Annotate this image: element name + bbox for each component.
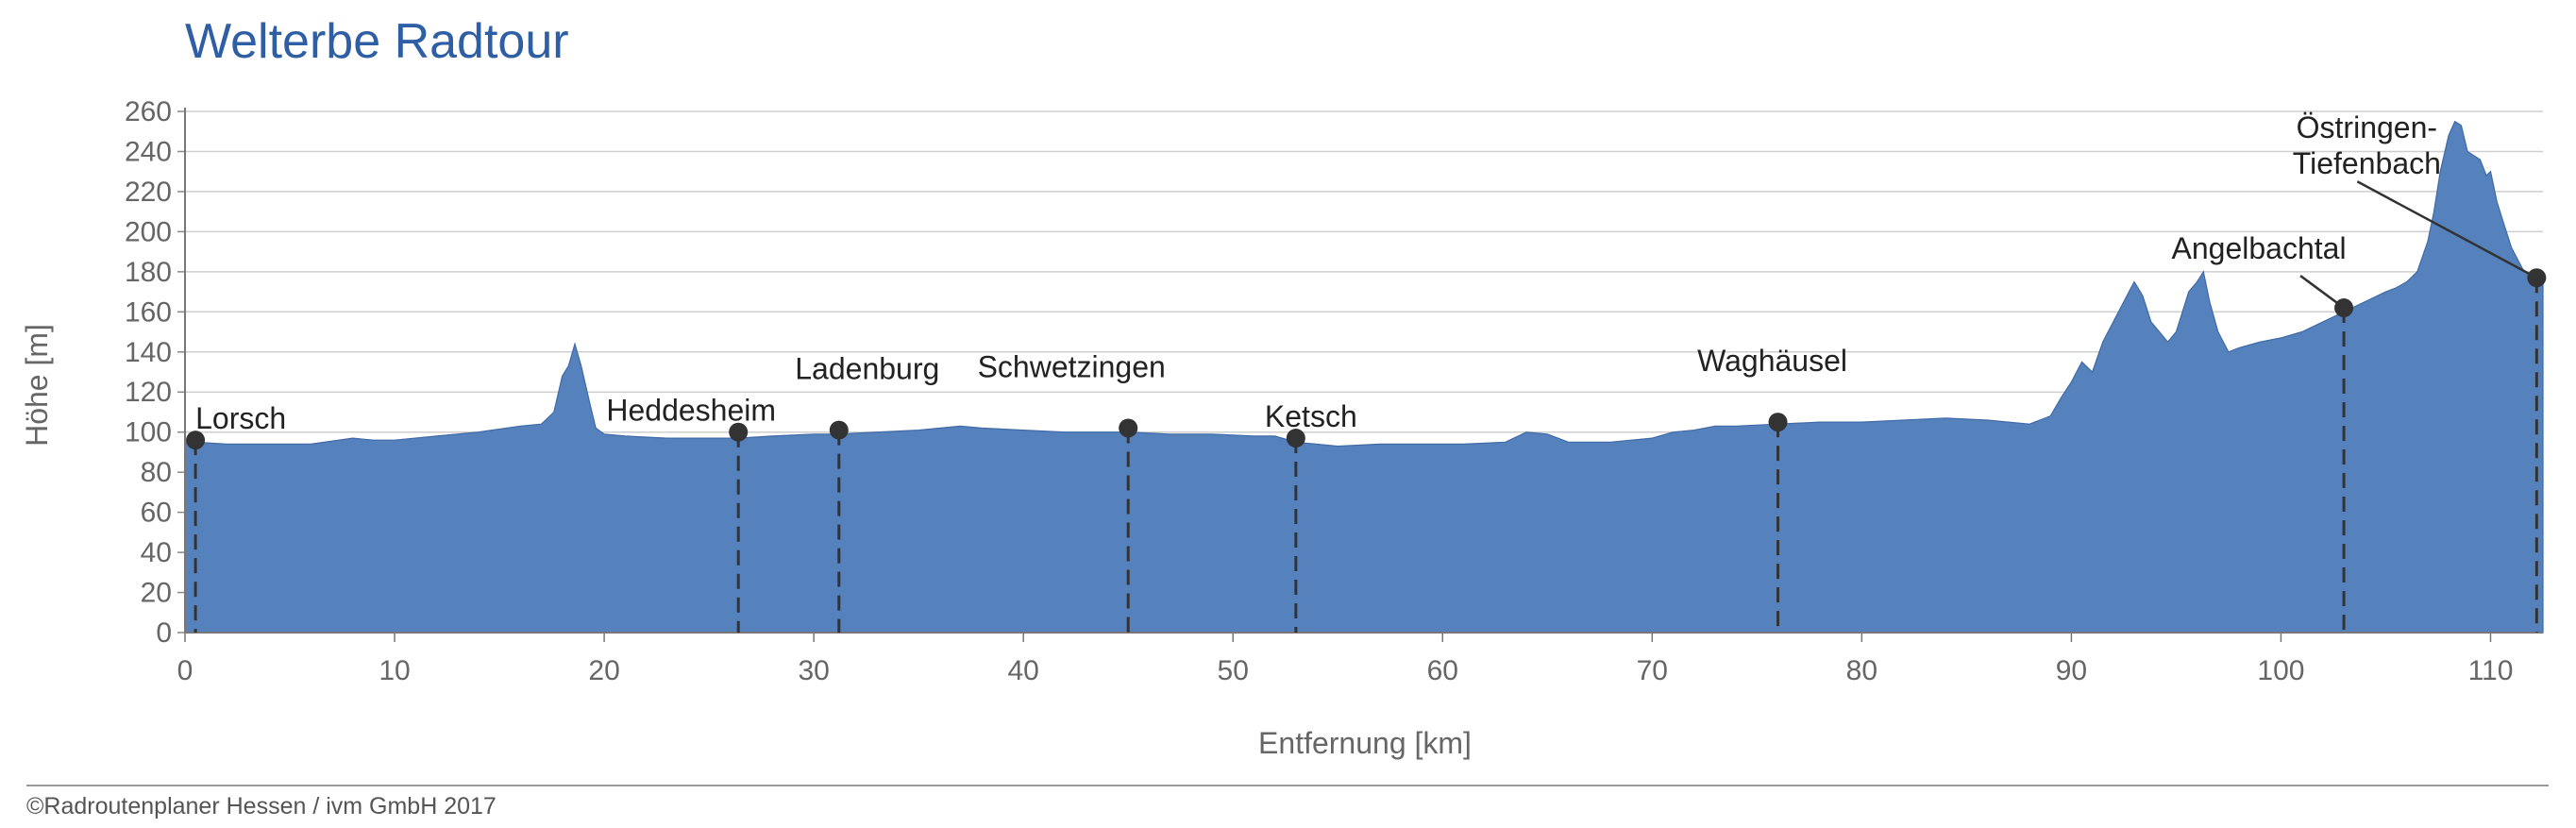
place-label: Heddesheim	[606, 394, 776, 428]
y-tick-label: 100	[125, 417, 172, 448]
place-marker: Waghäusel	[1697, 344, 1847, 633]
place-label: Ladenburg	[795, 352, 939, 386]
place-marker: Ketsch	[1265, 399, 1357, 633]
y-tick-label: 160	[125, 296, 172, 328]
y-tick-label: 20	[141, 578, 172, 609]
x-tick-label: 0	[177, 655, 194, 686]
x-tick-label: 110	[2468, 655, 2514, 686]
x-tick-label: 80	[1846, 655, 1877, 686]
x-tick-label: 100	[2257, 655, 2304, 686]
place-marker: Angelbachtal	[2172, 231, 2354, 633]
place-point	[186, 431, 206, 450]
y-tick-label: 80	[141, 457, 172, 488]
place-label: Lorsch	[195, 401, 286, 435]
place-label-line: Östringen-	[2297, 110, 2437, 144]
copyright-credit: ©Radroutenplaner Hessen / ivm GmbH 2017	[26, 793, 497, 820]
x-tick-label: 10	[379, 655, 410, 686]
elevation-profile-area	[184, 120, 2544, 634]
y-tick-label: 260	[125, 96, 172, 127]
x-tick-label: 40	[1007, 655, 1038, 686]
y-tick-label: 240	[125, 136, 172, 167]
place-point	[1119, 418, 1138, 438]
place-label: Angelbachtal	[2172, 231, 2347, 265]
profile-area-layer	[184, 120, 2544, 634]
place-label-line: Tiefenbach	[2293, 146, 2441, 180]
place-markers: Lorsch Heddesheim Ladenburg Schwetzingen Ket…	[186, 110, 2547, 633]
y-tick-label: 40	[141, 537, 172, 568]
x-tick-label: 20	[588, 655, 619, 686]
label-leader-line	[2299, 275, 2345, 310]
y-tick-label: 0	[156, 617, 172, 649]
y-tick-label: 60	[141, 498, 172, 529]
place-point	[829, 420, 849, 440]
place-point	[1768, 413, 1788, 432]
x-axis-title: Entfernung [km]	[1258, 726, 1472, 760]
place-marker: Heddesheim	[606, 394, 776, 633]
x-tick-label: 90	[2056, 655, 2087, 686]
place-label-multiline: Östringen-Tiefenbach	[2293, 110, 2441, 180]
place-marker: Ladenburg	[795, 352, 939, 633]
y-tick-label: 200	[125, 216, 172, 247]
y-tick-label: 220	[125, 177, 172, 208]
axes: 0 20 40 60 80 100 120 140 160 180 200 220 240 260 0 10 2…	[125, 96, 2543, 686]
place-point	[1286, 429, 1305, 448]
label-leader-line	[2356, 180, 2537, 279]
x-tick-label: 70	[1637, 655, 1668, 686]
place-marker: Östringen-Tiefenbach	[2293, 110, 2547, 633]
place-label: Ketsch	[1265, 399, 1357, 433]
x-tick-label: 30	[798, 655, 829, 686]
chart-title: Welterbe Radtour	[185, 14, 569, 69]
place-point	[729, 422, 749, 442]
place-label: Schwetzingen	[978, 349, 1166, 383]
y-axis-title: Höhe [m]	[20, 324, 54, 447]
y-tick-label: 120	[125, 377, 172, 408]
place-marker: Schwetzingen	[978, 349, 1166, 633]
place-label: Waghäusel	[1697, 344, 1847, 378]
y-tick-label: 180	[125, 257, 172, 288]
y-tick-label: 140	[125, 337, 172, 368]
x-tick-label: 60	[1427, 655, 1458, 686]
place-marker: Lorsch	[186, 401, 286, 633]
x-tick-label: 50	[1218, 655, 1249, 686]
